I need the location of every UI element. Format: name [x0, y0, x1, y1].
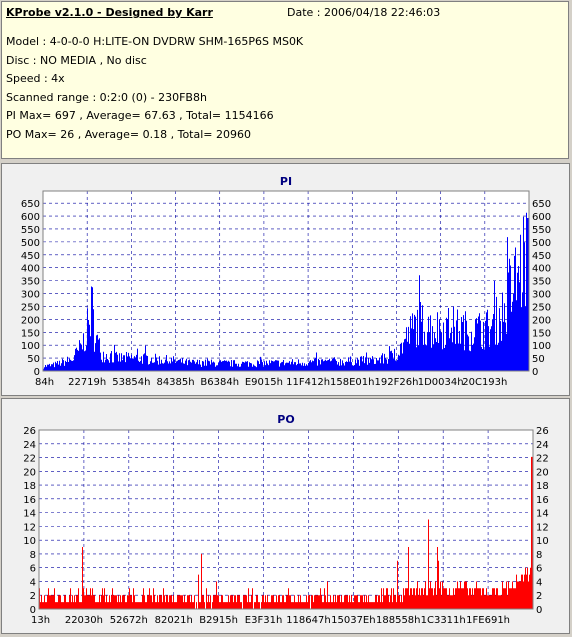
- y-tick-label-left: 50: [27, 354, 40, 365]
- x-tick-label: 118647h: [286, 615, 331, 626]
- y-tick-label-right: 24: [536, 440, 549, 451]
- x-tick-label: 84h: [35, 377, 54, 388]
- y-tick-label-left: 8: [30, 550, 36, 561]
- y-tick-label-left: 550: [21, 225, 40, 236]
- pi-summary: PI Max= 697 , Average= 67.63 , Total= 11…: [6, 109, 274, 122]
- y-tick-label-right: 250: [532, 302, 551, 313]
- y-tick-label-right: 500: [532, 238, 551, 249]
- y-tick-label-left: 300: [21, 290, 40, 301]
- y-tick-label-right: 150: [532, 328, 551, 339]
- x-tick-label: 22719h: [68, 377, 106, 388]
- y-tick-label-left: 10: [23, 536, 36, 547]
- x-tick-label: 1FE691h: [466, 615, 510, 626]
- x-tick-label: 20C193h: [462, 377, 507, 388]
- y-tick-label-left: 26: [23, 426, 36, 437]
- y-tick-label-left: 450: [21, 251, 40, 262]
- chart-title: PI: [280, 175, 292, 188]
- y-tick-label-left: 0: [30, 605, 36, 616]
- x-tick-label: 1D0034h: [418, 377, 464, 388]
- y-tick-label-right: 350: [532, 277, 551, 288]
- y-tick-label-right: 0: [536, 605, 542, 616]
- po-chart-panel: PO 0 0 2 2 4 4 6 6 8 8 10 10 12 12 14 14 16 16 18 18 20 20 22 22…: [1, 398, 570, 634]
- scanned-range: Scanned range : 0:2:0 (0) - 230FB8h: [6, 91, 207, 104]
- x-tick-label: B6384h: [200, 377, 239, 388]
- y-tick-label-right: 600: [532, 212, 551, 223]
- y-tick-label-left: 12: [23, 522, 36, 533]
- y-tick-label-right: 0: [532, 367, 538, 378]
- chart-title: PO: [277, 413, 294, 426]
- y-tick-label-left: 20: [23, 467, 36, 478]
- y-tick-label-right: 300: [532, 290, 551, 301]
- y-tick-label-left: 6: [30, 564, 36, 575]
- speed-info: Speed : 4x: [6, 72, 65, 85]
- y-tick-label-right: 10: [536, 536, 549, 547]
- y-tick-label-right: 550: [532, 225, 551, 236]
- scan-date: Date : 2006/04/18 22:46:03: [287, 6, 441, 19]
- y-tick-label-left: 24: [23, 440, 36, 451]
- y-tick-label-right: 18: [536, 481, 549, 492]
- y-tick-label-left: 600: [21, 212, 40, 223]
- y-tick-label-right: 12: [536, 522, 549, 533]
- y-tick-label-left: 400: [21, 264, 40, 275]
- y-tick-label-left: 500: [21, 238, 40, 249]
- plot-area: [39, 430, 533, 609]
- y-tick-label-right: 100: [532, 341, 551, 352]
- x-tick-label: B2915h: [199, 615, 238, 626]
- pi-chart-panel: PI 0 0 50 50 100 100 150 150 200 200 250 250 300 300 35…: [1, 163, 570, 396]
- y-tick-label-left: 200: [21, 315, 40, 326]
- y-tick-label-right: 450: [532, 251, 551, 262]
- y-tick-label-left: 2: [30, 591, 36, 602]
- disc-info: Disc : NO MEDIA , No disc: [6, 54, 147, 67]
- y-tick-label-right: 200: [532, 315, 551, 326]
- y-tick-label-right: 6: [536, 564, 542, 575]
- x-tick-label: 84385h: [156, 377, 194, 388]
- plot-frame: [38, 429, 534, 610]
- y-tick-label-left: 14: [23, 509, 36, 520]
- x-tick-label: E9015h: [245, 377, 283, 388]
- y-tick-label-left: 250: [21, 302, 40, 313]
- x-tick-label: 1C3311h: [421, 615, 466, 626]
- x-tick-label: 188558h: [376, 615, 421, 626]
- y-tick-label-right: 20: [536, 467, 549, 478]
- y-tick-label-left: 150: [21, 328, 40, 339]
- info-panel: KProbe v2.1.0 - Designed by Karr Date : …: [1, 1, 569, 159]
- x-tick-label: 158E01h: [330, 377, 374, 388]
- x-tick-label: 22030h: [65, 615, 103, 626]
- y-tick-label-right: 22: [536, 454, 549, 465]
- y-tick-label-left: 4: [30, 577, 36, 588]
- y-tick-label-right: 4: [536, 577, 542, 588]
- x-tick-label: 53854h: [112, 377, 150, 388]
- y-tick-label-left: 16: [23, 495, 36, 506]
- y-tick-label-right: 50: [532, 354, 545, 365]
- y-tick-label-left: 18: [23, 481, 36, 492]
- x-tick-label: 82021h: [155, 615, 193, 626]
- y-tick-label-left: 350: [21, 277, 40, 288]
- y-tick-label-left: 650: [21, 199, 40, 210]
- y-tick-label-right: 8: [536, 550, 542, 561]
- drive-model: Model : 4-0-0-0 H:LITE-ON DVDRW SHM-165P…: [6, 35, 304, 48]
- y-tick-label-right: 2: [536, 591, 542, 602]
- plot-frame: [42, 190, 530, 372]
- y-tick-label-right: 26: [536, 426, 549, 437]
- y-tick-label-left: 22: [23, 454, 36, 465]
- y-tick-label-right: 14: [536, 509, 549, 520]
- po-summary: PO Max= 26 , Average= 0.18 , Total= 2096…: [6, 128, 251, 141]
- app-title: KProbe v2.1.0 - Designed by Karr: [6, 6, 213, 19]
- x-tick-label: 192F26h: [375, 377, 419, 388]
- y-tick-label-right: 400: [532, 264, 551, 275]
- x-tick-label: 11F412h: [286, 377, 330, 388]
- x-tick-label: 15037Eh: [331, 615, 375, 626]
- x-tick-label: 13h: [31, 615, 50, 626]
- x-tick-label: 52672h: [110, 615, 148, 626]
- y-tick-label-right: 16: [536, 495, 549, 506]
- y-tick-label-left: 100: [21, 341, 40, 352]
- y-tick-label-left: 0: [34, 367, 40, 378]
- x-tick-label: E3F31h: [245, 615, 283, 626]
- y-tick-label-right: 650: [532, 199, 551, 210]
